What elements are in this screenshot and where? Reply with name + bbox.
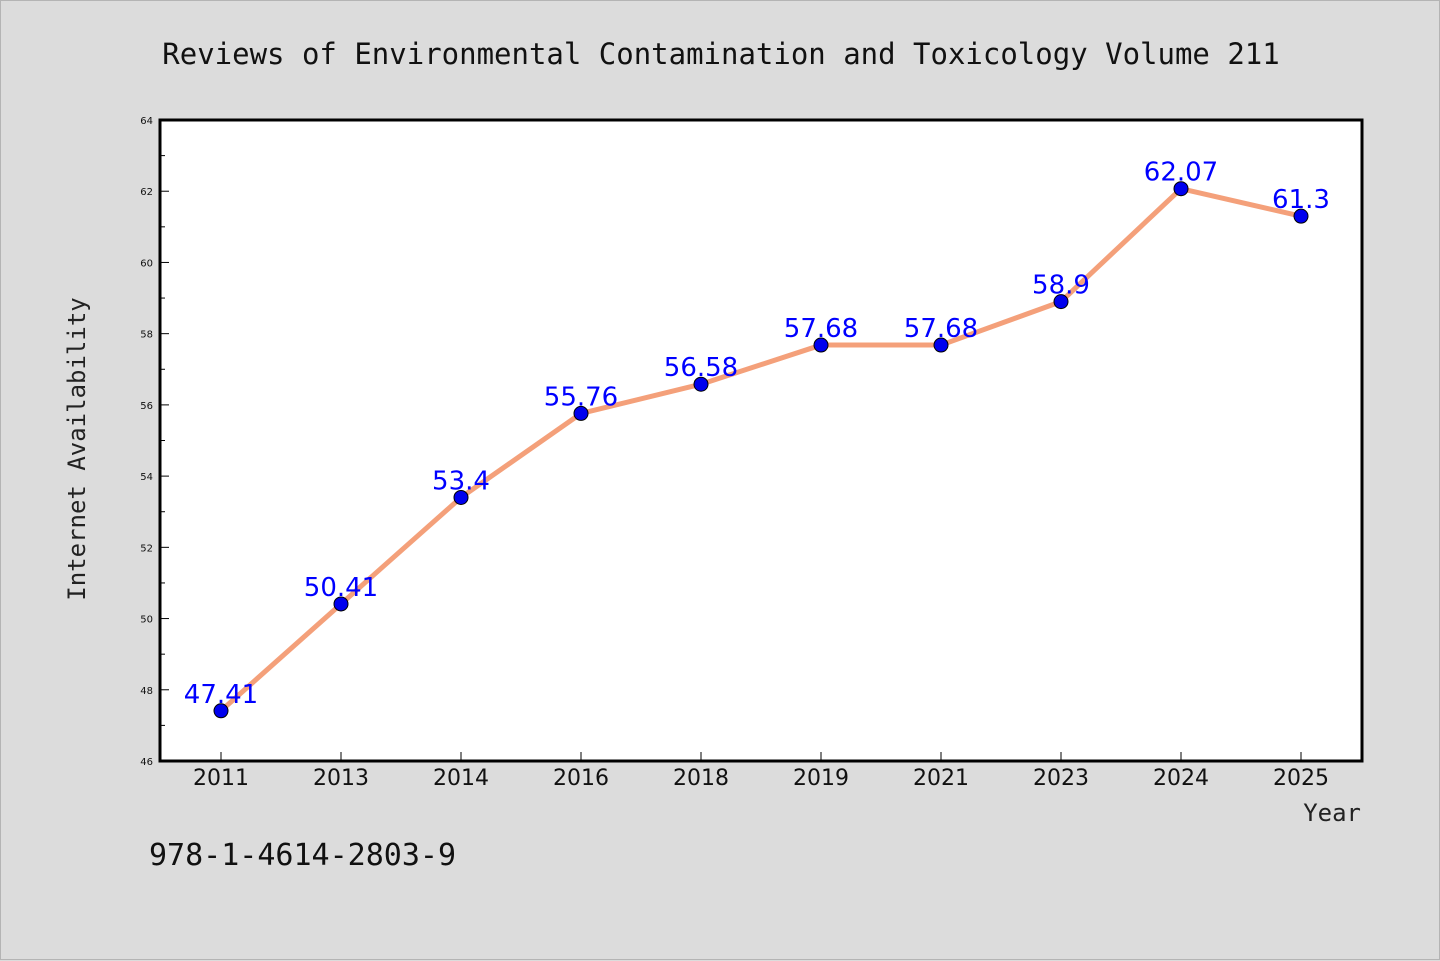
data-label: 53.4 (432, 466, 490, 496)
data-label: 50.41 (304, 573, 378, 603)
y-tick-label: 52 (140, 543, 153, 554)
series-line (218, 186, 1304, 714)
y-tick-label: 64 (140, 116, 153, 127)
data-point (813, 337, 829, 353)
x-tick-label: 2016 (553, 766, 609, 791)
plot-area (158, 118, 1364, 763)
y-tick-label: 50 (140, 615, 153, 626)
x-tick-label: 2014 (433, 766, 489, 791)
x-axis-label: Year (1303, 799, 1361, 827)
data-point (693, 376, 709, 392)
x-tick-label: 2019 (793, 766, 849, 791)
y-tick-label: 54 (140, 472, 153, 483)
y-axis: 46 48 50 52 54 56 58 60 62 64 (140, 116, 169, 768)
y-tick-label: 48 (140, 686, 153, 697)
data-point (1053, 294, 1069, 310)
data-label: 47.41 (184, 680, 258, 710)
data-point (1293, 208, 1309, 224)
y-tick-label: 62 (140, 187, 153, 198)
data-label: 61.3 (1272, 185, 1330, 215)
series-line-group (218, 186, 1304, 714)
y-tick-label: 60 (140, 258, 153, 269)
x-tick-label: 2021 (913, 766, 969, 791)
data-label: 55.76 (544, 382, 618, 412)
y-tick-label: 46 (140, 757, 153, 768)
data-point (933, 337, 949, 353)
x-tick-label: 2023 (1033, 766, 1089, 791)
data-point (1173, 181, 1189, 197)
data-labels: 47.41 50.41 53.4 55.76 56.58 57.68 57.68 58.9 62… (184, 158, 1330, 710)
y-tick-label: 56 (140, 401, 153, 412)
x-tick-label: 2011 (193, 766, 249, 791)
x-axis: 2011 2013 2014 2016 2018 2019 2021 2023 2024 2025 (193, 752, 1329, 791)
data-point (573, 405, 589, 421)
x-tick-label: 2024 (1153, 766, 1209, 791)
data-markers (213, 181, 1309, 719)
x-tick-label: 2013 (313, 766, 369, 791)
data-label: 56.58 (664, 353, 738, 383)
data-label: 57.68 (784, 314, 858, 344)
data-label: 62.07 (1144, 158, 1218, 188)
y-axis-label: Internet Availability (63, 297, 91, 600)
data-point (333, 596, 349, 612)
data-label: 58.9 (1032, 271, 1090, 301)
isbn-text: 978-1-4614-2803-9 (149, 838, 456, 873)
chart-title: Reviews of Environmental Contamination a… (162, 37, 1279, 71)
data-point (453, 489, 469, 505)
data-point (213, 703, 229, 719)
x-tick-label: 2025 (1273, 766, 1329, 791)
data-label: 57.68 (904, 314, 978, 344)
y-tick-label: 58 (140, 330, 153, 341)
x-tick-label: 2018 (673, 766, 729, 791)
